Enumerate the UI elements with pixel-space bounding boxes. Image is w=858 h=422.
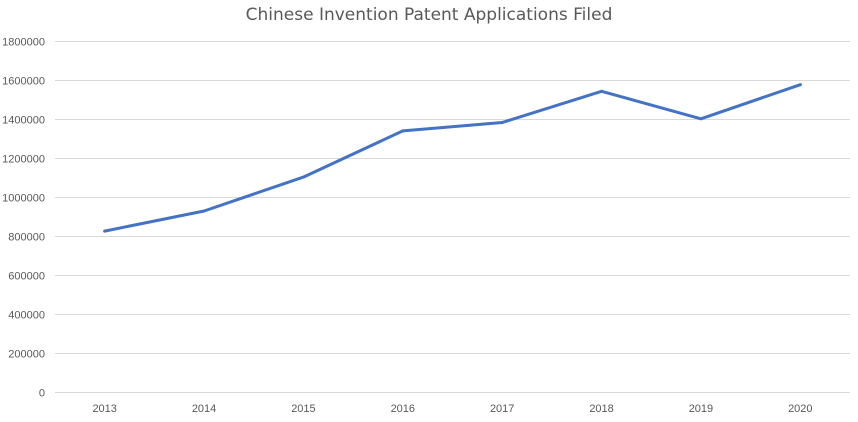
y-tick-label: 400000 bbox=[8, 310, 45, 322]
data-point-2018 bbox=[600, 89, 604, 93]
series-layer bbox=[103, 83, 802, 233]
x-tick-label: 2018 bbox=[589, 403, 613, 415]
series-line bbox=[103, 83, 802, 233]
data-point-2016 bbox=[401, 129, 405, 133]
x-tick-label: 2019 bbox=[689, 403, 713, 415]
y-tick-label: 1200000 bbox=[2, 154, 45, 166]
data-point-2015 bbox=[301, 175, 305, 179]
data-point-2017 bbox=[500, 121, 504, 124]
y-axis: 0 200000 400000 600000 800000 1000000 1200000 1… bbox=[2, 37, 45, 400]
y-tick-label: 1600000 bbox=[2, 76, 45, 88]
y-tick-label: 800000 bbox=[8, 232, 45, 244]
chart-title: Chinese Invention Patent Applications Fi… bbox=[245, 5, 613, 25]
y-tick-label: 600000 bbox=[8, 271, 45, 283]
data-point-2020 bbox=[798, 83, 802, 87]
y-tick-label: 1000000 bbox=[2, 193, 45, 205]
y-tick-label: 0 bbox=[39, 388, 45, 400]
gridlines bbox=[55, 41, 850, 393]
x-tick-label: 2017 bbox=[490, 403, 514, 415]
x-tick-label: 2014 bbox=[192, 403, 216, 415]
x-tick-label: 2015 bbox=[291, 403, 315, 415]
data-point-2013 bbox=[103, 229, 107, 233]
y-tick-label: 200000 bbox=[8, 349, 45, 361]
x-axis: 2013 2014 2015 2016 2017 2018 2019 2020 bbox=[92, 403, 812, 415]
y-tick-label: 1400000 bbox=[2, 115, 45, 127]
x-tick-label: 2016 bbox=[391, 403, 415, 415]
y-tick-label: 1800000 bbox=[2, 37, 45, 49]
x-tick-label: 2013 bbox=[92, 403, 116, 415]
x-tick-label: 2020 bbox=[788, 403, 812, 415]
data-point-2014 bbox=[202, 209, 206, 213]
data-point-2019 bbox=[699, 117, 703, 121]
